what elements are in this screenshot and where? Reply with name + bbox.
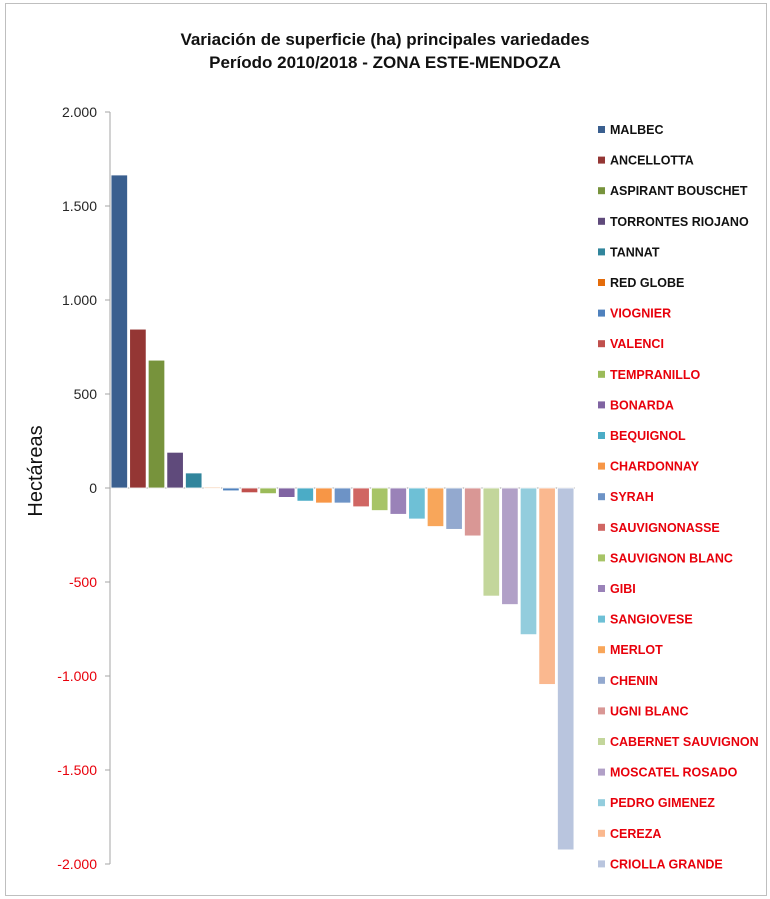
legend-label: SYRAH [610, 490, 654, 504]
legend-label: SAUVIGNON BLANC [610, 551, 733, 565]
bar-gibi [389, 487, 407, 515]
legend-label: CHARDONNAY [610, 460, 700, 474]
y-tick-label: -500 [69, 574, 97, 590]
legend-label: TANNAT [610, 245, 660, 259]
bar-moscatel-rosado [501, 487, 519, 605]
y-tick-label: -1.500 [57, 762, 97, 778]
y-tick-label: 1.000 [62, 292, 97, 308]
bar-chardonnay [315, 487, 333, 504]
legend-label: ANCELLOTTA [610, 154, 694, 168]
bar-chenin [445, 487, 463, 530]
legend-label: TEMPRANILLO [610, 368, 701, 382]
legend-swatch [598, 156, 605, 164]
legend-label: MERLOT [610, 643, 663, 657]
legend-swatch [598, 768, 605, 776]
bars [110, 174, 575, 851]
bar-bonarda [278, 487, 296, 498]
legend-swatch [598, 340, 605, 348]
legend-swatch [598, 554, 605, 562]
legend-swatch [598, 248, 605, 256]
legend-swatch [598, 279, 605, 286]
legend-swatch [598, 401, 605, 409]
legend-label: GIBI [610, 582, 636, 596]
legend-label: CEREZA [610, 827, 661, 841]
legend-label: SANGIOVESE [610, 613, 693, 627]
legend-label: MALBEC [610, 123, 663, 137]
legend-label: TORRONTES RIOJANO [610, 215, 749, 229]
legend-swatch [598, 432, 605, 439]
y-axis-label: Hectáreas [25, 425, 47, 516]
legend-label: ASPIRANT BOUSCHET [610, 184, 748, 198]
legend-swatch [598, 462, 605, 470]
legend-label: BONARDA [610, 398, 674, 412]
chart-title-block: Variación de superficie (ha) principales… [0, 28, 770, 74]
bar-syrah [333, 487, 352, 504]
bar-cabernet-sauvignon [482, 487, 500, 597]
bar-malbec [110, 174, 128, 489]
legend-swatch [598, 860, 605, 868]
legend-swatch [598, 799, 605, 807]
bar-sauvignon-blanc [371, 487, 389, 511]
bar-cereza [538, 487, 556, 685]
bar-criolla-grande [557, 487, 575, 851]
y-tick-label: 500 [74, 386, 98, 402]
legend-swatch [598, 646, 605, 654]
bar-ancellotta [129, 328, 147, 489]
y-tick-label: -2.000 [57, 856, 97, 872]
legend-swatch [598, 370, 605, 378]
legend-label: BEQUIGNOL [610, 429, 686, 443]
bar-bequignol [296, 487, 314, 502]
legend-label: CABERNET SAUVIGNON [610, 735, 759, 749]
bar-sangiovese [408, 487, 426, 520]
legend-swatch [598, 309, 605, 317]
legend-swatch [598, 523, 605, 531]
legend-label: CRIOLLA GRANDE [610, 857, 723, 871]
legend-swatch [598, 738, 605, 745]
legend-swatch [598, 615, 605, 623]
bar-red-globe [203, 487, 221, 489]
legend-swatch [598, 187, 605, 195]
bar-tannat [185, 472, 203, 489]
legend-swatch [598, 585, 605, 592]
bar-tempranillo [259, 487, 277, 495]
bar-ugni-blanc [464, 487, 482, 537]
legend-label: PEDRO GIMENEZ [610, 796, 715, 810]
bar-pedro-gimenez [519, 487, 538, 636]
bar-torrontes-riojano [166, 451, 184, 489]
legend: MALBEC ANCELLOTTA ASPIRANT BOUSCHET TORRONT… [598, 123, 759, 871]
legend-swatch [598, 126, 605, 133]
legend-label: SAUVIGNONASSE [610, 521, 720, 535]
y-tick-label: 2.000 [62, 104, 97, 120]
legend-label: MOSCATEL ROSADO [610, 766, 738, 780]
legend-label: RED GLOBE [610, 276, 684, 290]
legend-label: UGNI BLANC [610, 704, 688, 718]
legend-swatch [598, 676, 605, 684]
chart-subtitle: Período 2010/2018 - ZONA ESTE-MENDOZA [209, 53, 561, 72]
legend-label: VALENCI [610, 337, 664, 351]
bar-sauvignonasse [352, 487, 370, 508]
bar-valenci [240, 487, 259, 494]
legend-swatch [598, 829, 605, 837]
bar-merlot [426, 487, 445, 527]
legend-swatch [598, 217, 605, 225]
legend-label: VIOGNIER [610, 307, 671, 321]
legend-swatch [598, 707, 605, 715]
legend-label: CHENIN [610, 674, 658, 688]
y-axis: 2.000 1.500 1.000 500 0 -500 -1.000 -1.500 -2.00… [57, 104, 575, 872]
legend-swatch [598, 493, 605, 501]
y-tick-label: -1.000 [57, 668, 97, 684]
y-tick-label: 1.500 [62, 198, 97, 214]
y-tick-label: 0 [89, 480, 97, 496]
bar-viognier [222, 487, 240, 492]
bar-aspirant-bouschet [147, 359, 166, 489]
chart-title: Variación de superficie (ha) principales… [180, 30, 590, 49]
